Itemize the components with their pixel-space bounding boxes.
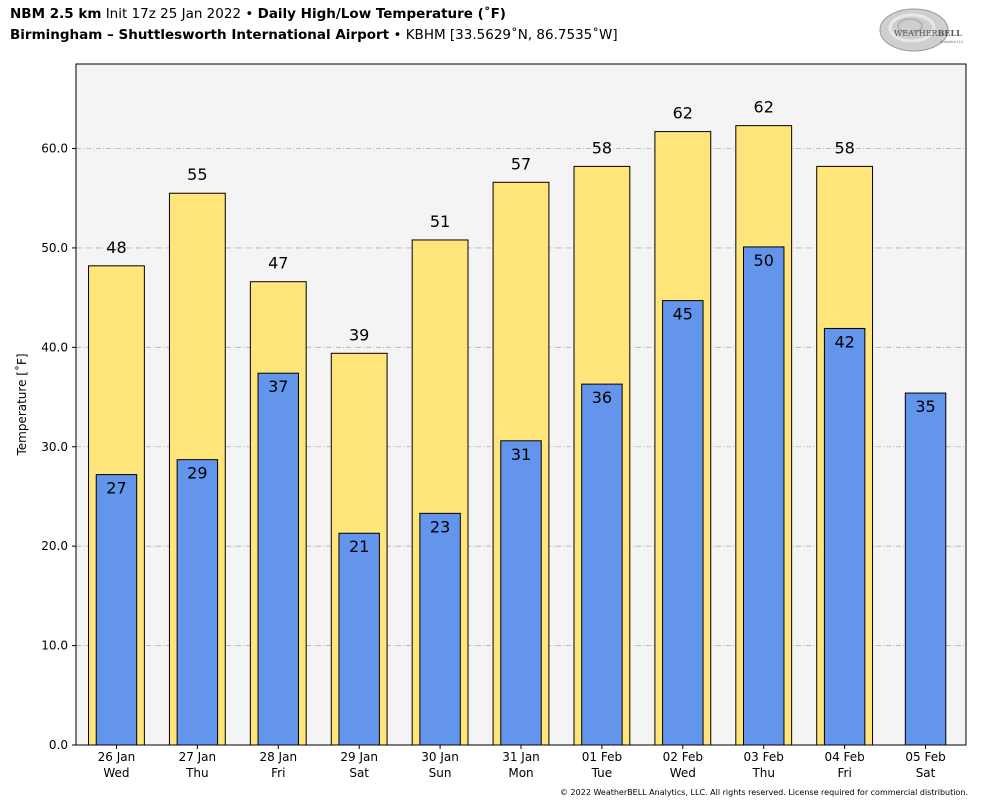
location-bullet: •	[393, 27, 402, 43]
high-value-label: 51	[430, 212, 450, 231]
high-value-label: 55	[187, 165, 207, 184]
y-tick-label: 10.0	[41, 639, 68, 653]
low-value-label: 45	[673, 305, 693, 324]
low-bar	[176, 459, 219, 746]
high-value-label: 39	[349, 325, 369, 344]
low-value-label: 37	[268, 377, 288, 396]
low-bar	[338, 532, 380, 746]
y-tick-label: 20.0	[41, 539, 68, 553]
y-tick-label: 50.0	[41, 241, 68, 255]
low-bar	[500, 440, 542, 746]
low-bar	[823, 327, 866, 746]
high-value-label: 47	[268, 254, 288, 273]
x-tick-date: 01 Feb	[582, 750, 622, 764]
low-value-label: 27	[106, 479, 126, 498]
svg-text:WEATHERBELL: WEATHERBELL	[894, 28, 962, 38]
low-bar	[743, 246, 785, 746]
x-tick-date: 27 Jan	[179, 750, 217, 764]
low-bar	[95, 474, 138, 746]
x-tick-day: Wed	[103, 766, 129, 780]
weatherbell-logo: WEATHERBELL Analytics LLC	[879, 8, 964, 52]
low-value-label: 23	[430, 517, 450, 536]
y-tick-label: 0.0	[49, 738, 68, 752]
x-tick-day: Sat	[349, 766, 369, 780]
low-value-label: 31	[511, 445, 531, 464]
model-name: NBM 2.5 km	[10, 6, 102, 22]
low-bar	[419, 512, 461, 746]
low-value-label: 50	[754, 251, 774, 270]
low-value-label: 42	[834, 332, 854, 351]
copyright-notice: © 2022 WeatherBELL Analytics, LLC. All r…	[560, 788, 968, 797]
low-bar	[581, 383, 623, 746]
y-tick-label: 40.0	[41, 340, 68, 354]
x-tick-day: Wed	[670, 766, 696, 780]
x-tick-day: Thu	[185, 766, 209, 780]
high-value-label: 48	[106, 238, 126, 257]
y-tick-label: 30.0	[41, 440, 68, 454]
low-value-label: 29	[187, 464, 207, 483]
x-tick-day: Thu	[751, 766, 775, 780]
low-value-label: 21	[349, 537, 369, 556]
logo-text-bold: BELL	[938, 28, 962, 38]
x-tick-date: 04 Feb	[824, 750, 864, 764]
x-tick-date: 29 Jan	[340, 750, 378, 764]
chart-title-line: NBM 2.5 km Init 17z 25 Jan 2022 • Daily …	[10, 6, 506, 22]
low-bar	[904, 392, 947, 746]
low-bar	[257, 372, 299, 746]
x-tick-date: 05 Feb	[905, 750, 945, 764]
high-value-label: 58	[834, 138, 854, 157]
init-time: Init 17z 25 Jan 2022	[105, 6, 242, 22]
product-name: Daily High/Low Temperature (˚F)	[257, 6, 506, 22]
x-tick-date: 31 Jan	[502, 750, 540, 764]
x-tick-day: Fri	[837, 766, 851, 780]
title-bullet: •	[245, 6, 254, 22]
low-value-label: 35	[915, 397, 935, 416]
location-name: Birmingham – Shuttlesworth International…	[10, 27, 390, 43]
y-tick-label: 60.0	[41, 142, 68, 156]
plot-frame	[75, 63, 967, 746]
x-tick-day: Sat	[916, 766, 936, 780]
high-value-label: 57	[511, 154, 531, 173]
high-value-label: 62	[673, 104, 693, 123]
x-tick-date: 28 Jan	[259, 750, 297, 764]
x-tick-day: Sun	[429, 766, 452, 780]
high-value-label: 58	[592, 138, 612, 157]
low-value-label: 36	[592, 388, 612, 407]
location-line: Birmingham – Shuttlesworth International…	[10, 27, 618, 43]
x-tick-date: 02 Feb	[663, 750, 703, 764]
station-info: KBHM [33.5629˚N, 86.7535˚W]	[405, 27, 618, 43]
x-tick-day: Mon	[508, 766, 533, 780]
x-tick-date: 30 Jan	[421, 750, 459, 764]
low-bar	[662, 300, 704, 746]
x-tick-day: Tue	[591, 766, 613, 780]
y-axis-label: Temperature [˚F]	[14, 353, 29, 456]
logo-text-sub: Analytics LLC	[940, 40, 964, 44]
high-value-label: 62	[754, 98, 774, 117]
logo-text-main: WEATHER	[894, 29, 939, 38]
x-tick-date: 26 Jan	[98, 750, 136, 764]
x-tick-day: Fri	[271, 766, 285, 780]
x-tick-date: 03 Feb	[744, 750, 784, 764]
